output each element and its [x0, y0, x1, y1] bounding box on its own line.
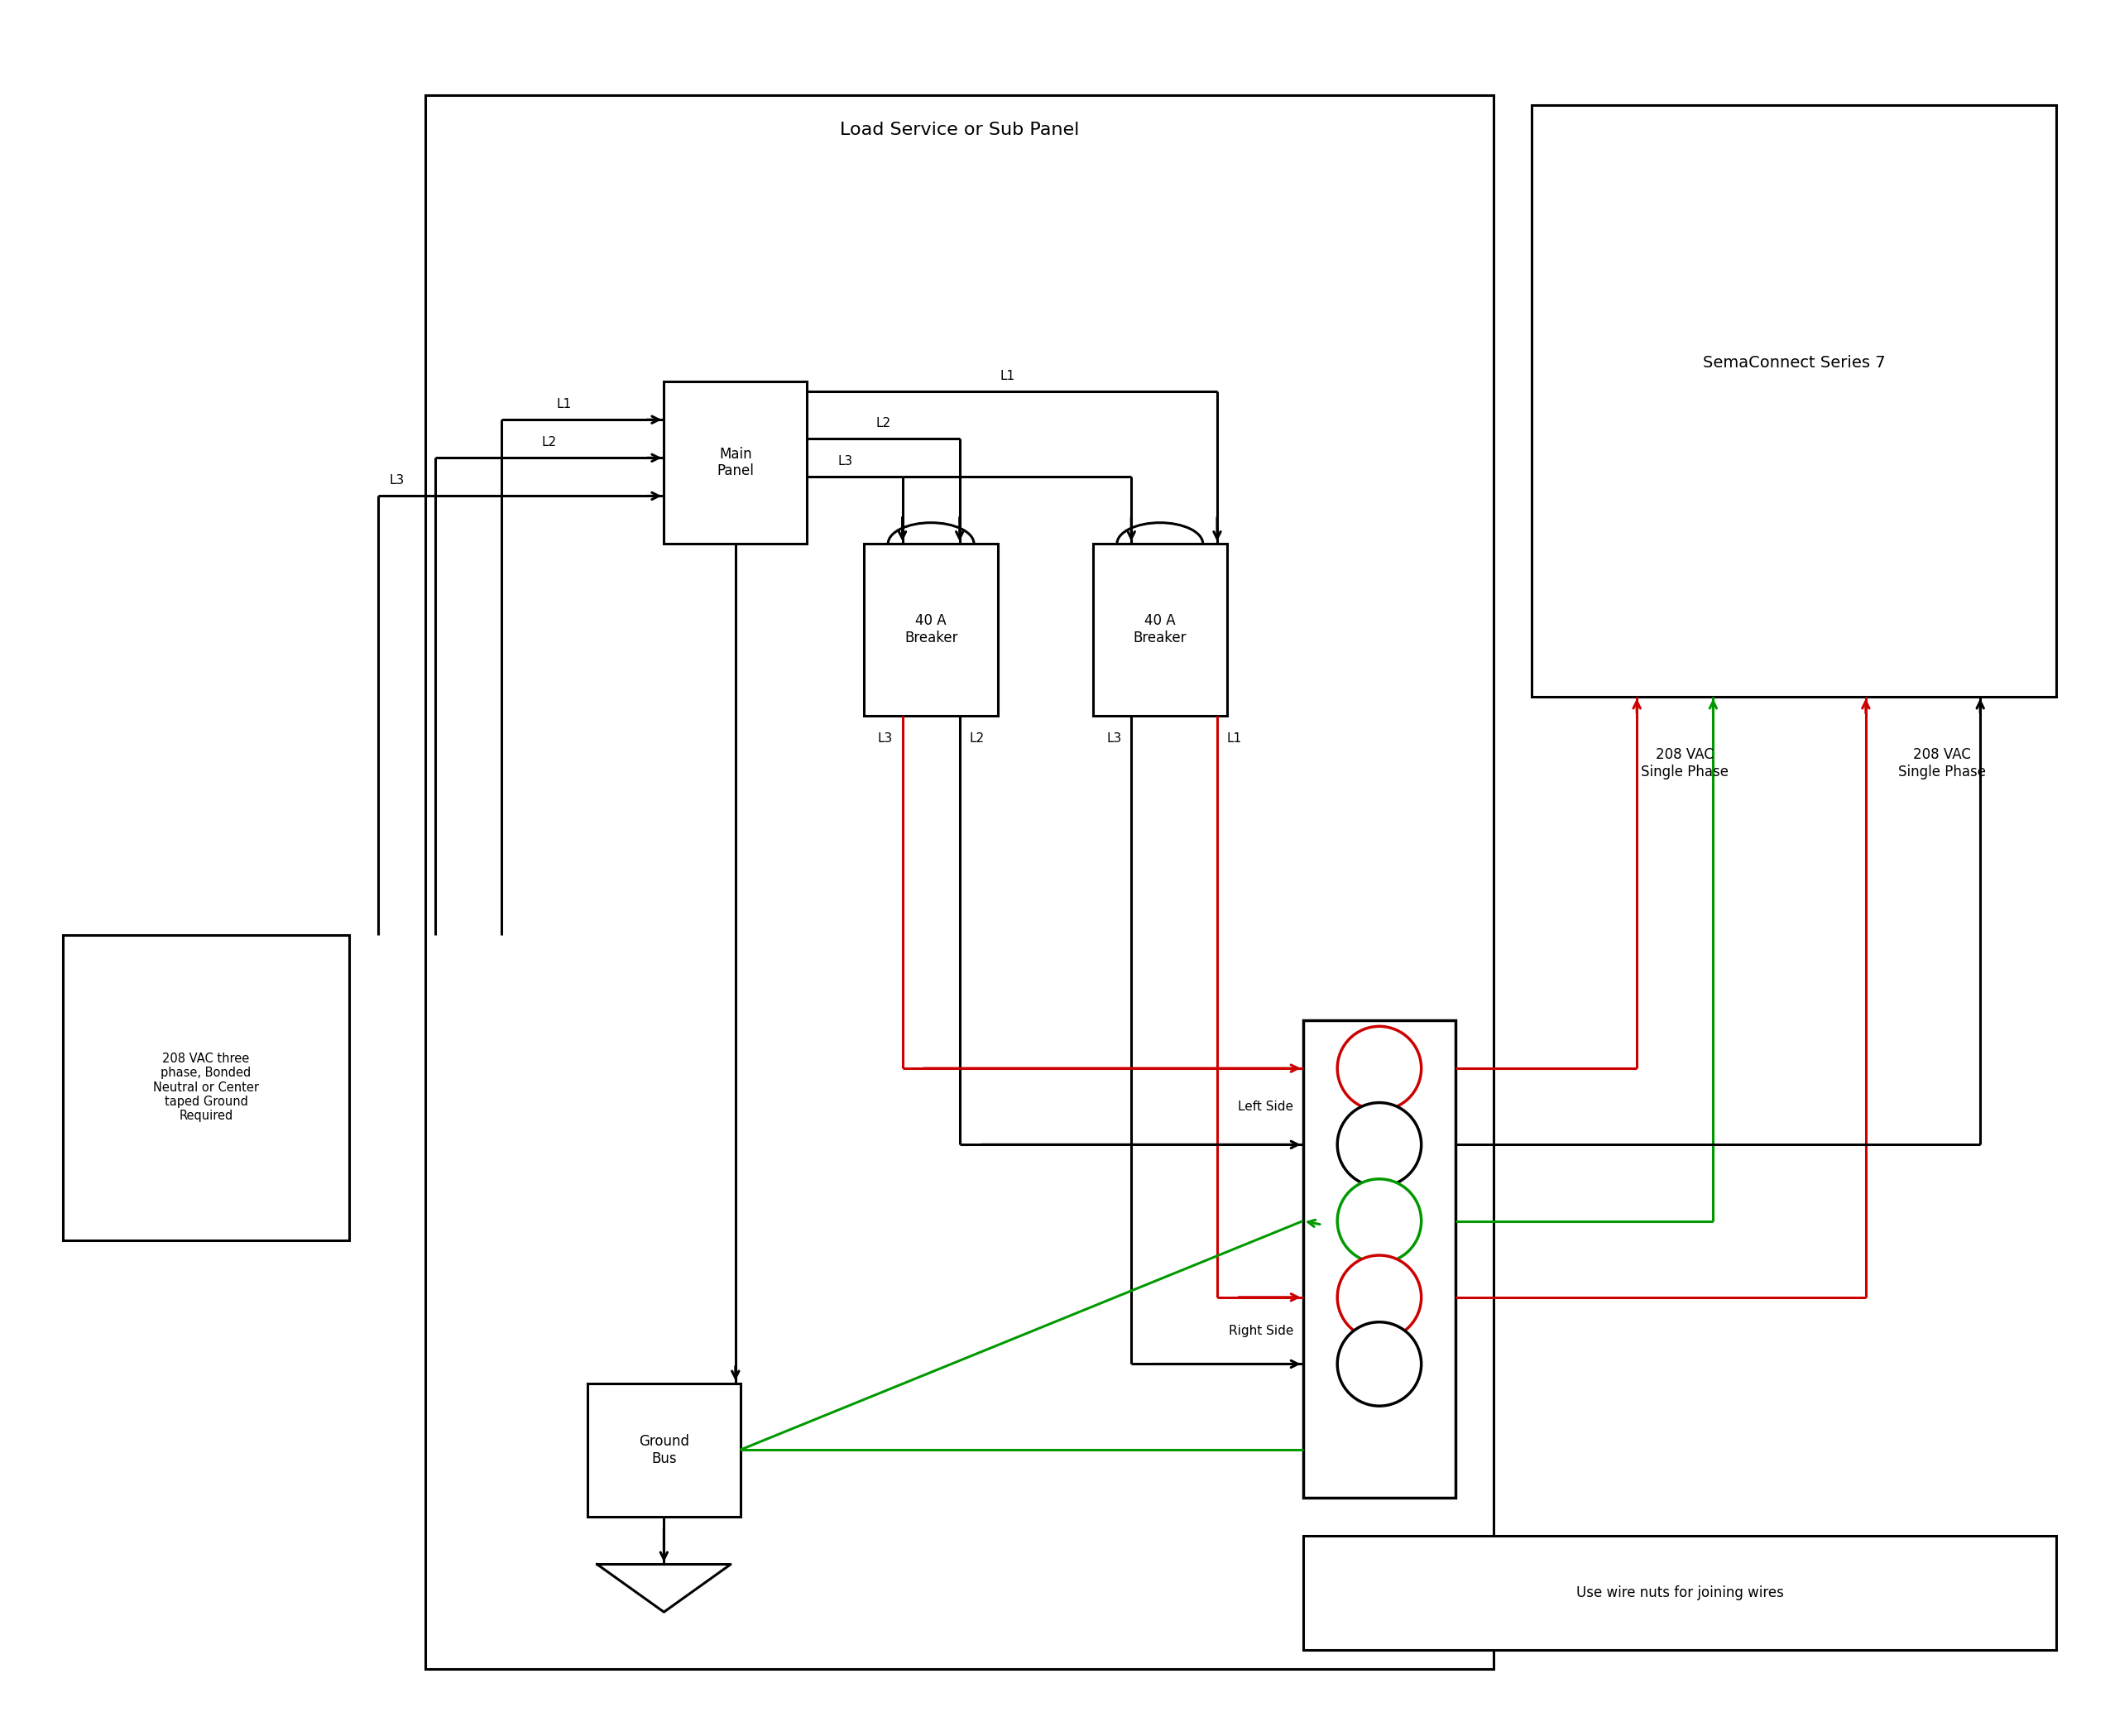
Text: L1: L1: [1226, 733, 1241, 745]
Text: Main
Panel: Main Panel: [717, 446, 753, 479]
Bar: [426, 95, 1494, 1670]
Bar: [587, 1384, 741, 1517]
Bar: [1304, 1536, 2057, 1651]
Circle shape: [1338, 1323, 1422, 1406]
Text: 40 A
Breaker: 40 A Breaker: [905, 613, 958, 646]
Circle shape: [1338, 1255, 1422, 1338]
Text: L3: L3: [388, 474, 405, 486]
Text: Use wire nuts for joining wires: Use wire nuts for joining wires: [1576, 1585, 1783, 1601]
Text: L3: L3: [878, 733, 893, 745]
Text: L1: L1: [557, 398, 572, 411]
Circle shape: [1338, 1179, 1422, 1262]
Text: 208 VAC
Single Phase: 208 VAC Single Phase: [1899, 746, 1986, 779]
Text: L2: L2: [542, 436, 557, 450]
Text: SemaConnect Series 7: SemaConnect Series 7: [1703, 354, 1886, 370]
Text: L2: L2: [876, 417, 890, 431]
Bar: [1304, 1021, 1456, 1498]
Text: 208 VAC
Single Phase: 208 VAC Single Phase: [1642, 746, 1728, 779]
Text: Left Side: Left Side: [1239, 1101, 1293, 1113]
Bar: [1532, 104, 2057, 696]
Bar: [865, 543, 998, 715]
Text: 208 VAC three
phase, Bonded
Neutral or Center
taped Ground
Required: 208 VAC three phase, Bonded Neutral or C…: [154, 1052, 260, 1123]
Text: 40 A
Breaker: 40 A Breaker: [1133, 613, 1186, 646]
Circle shape: [1338, 1026, 1422, 1111]
Circle shape: [1338, 1102, 1422, 1187]
Text: Ground
Bus: Ground Bus: [639, 1434, 690, 1465]
Bar: [665, 382, 806, 543]
Text: L1: L1: [1000, 370, 1015, 382]
Text: L3: L3: [838, 455, 852, 469]
Text: Load Service or Sub Panel: Load Service or Sub Panel: [840, 122, 1080, 137]
Text: L3: L3: [1106, 733, 1123, 745]
Text: L2: L2: [968, 733, 983, 745]
Bar: [63, 934, 348, 1240]
Bar: [1093, 543, 1226, 715]
Text: Right Side: Right Side: [1228, 1325, 1293, 1337]
